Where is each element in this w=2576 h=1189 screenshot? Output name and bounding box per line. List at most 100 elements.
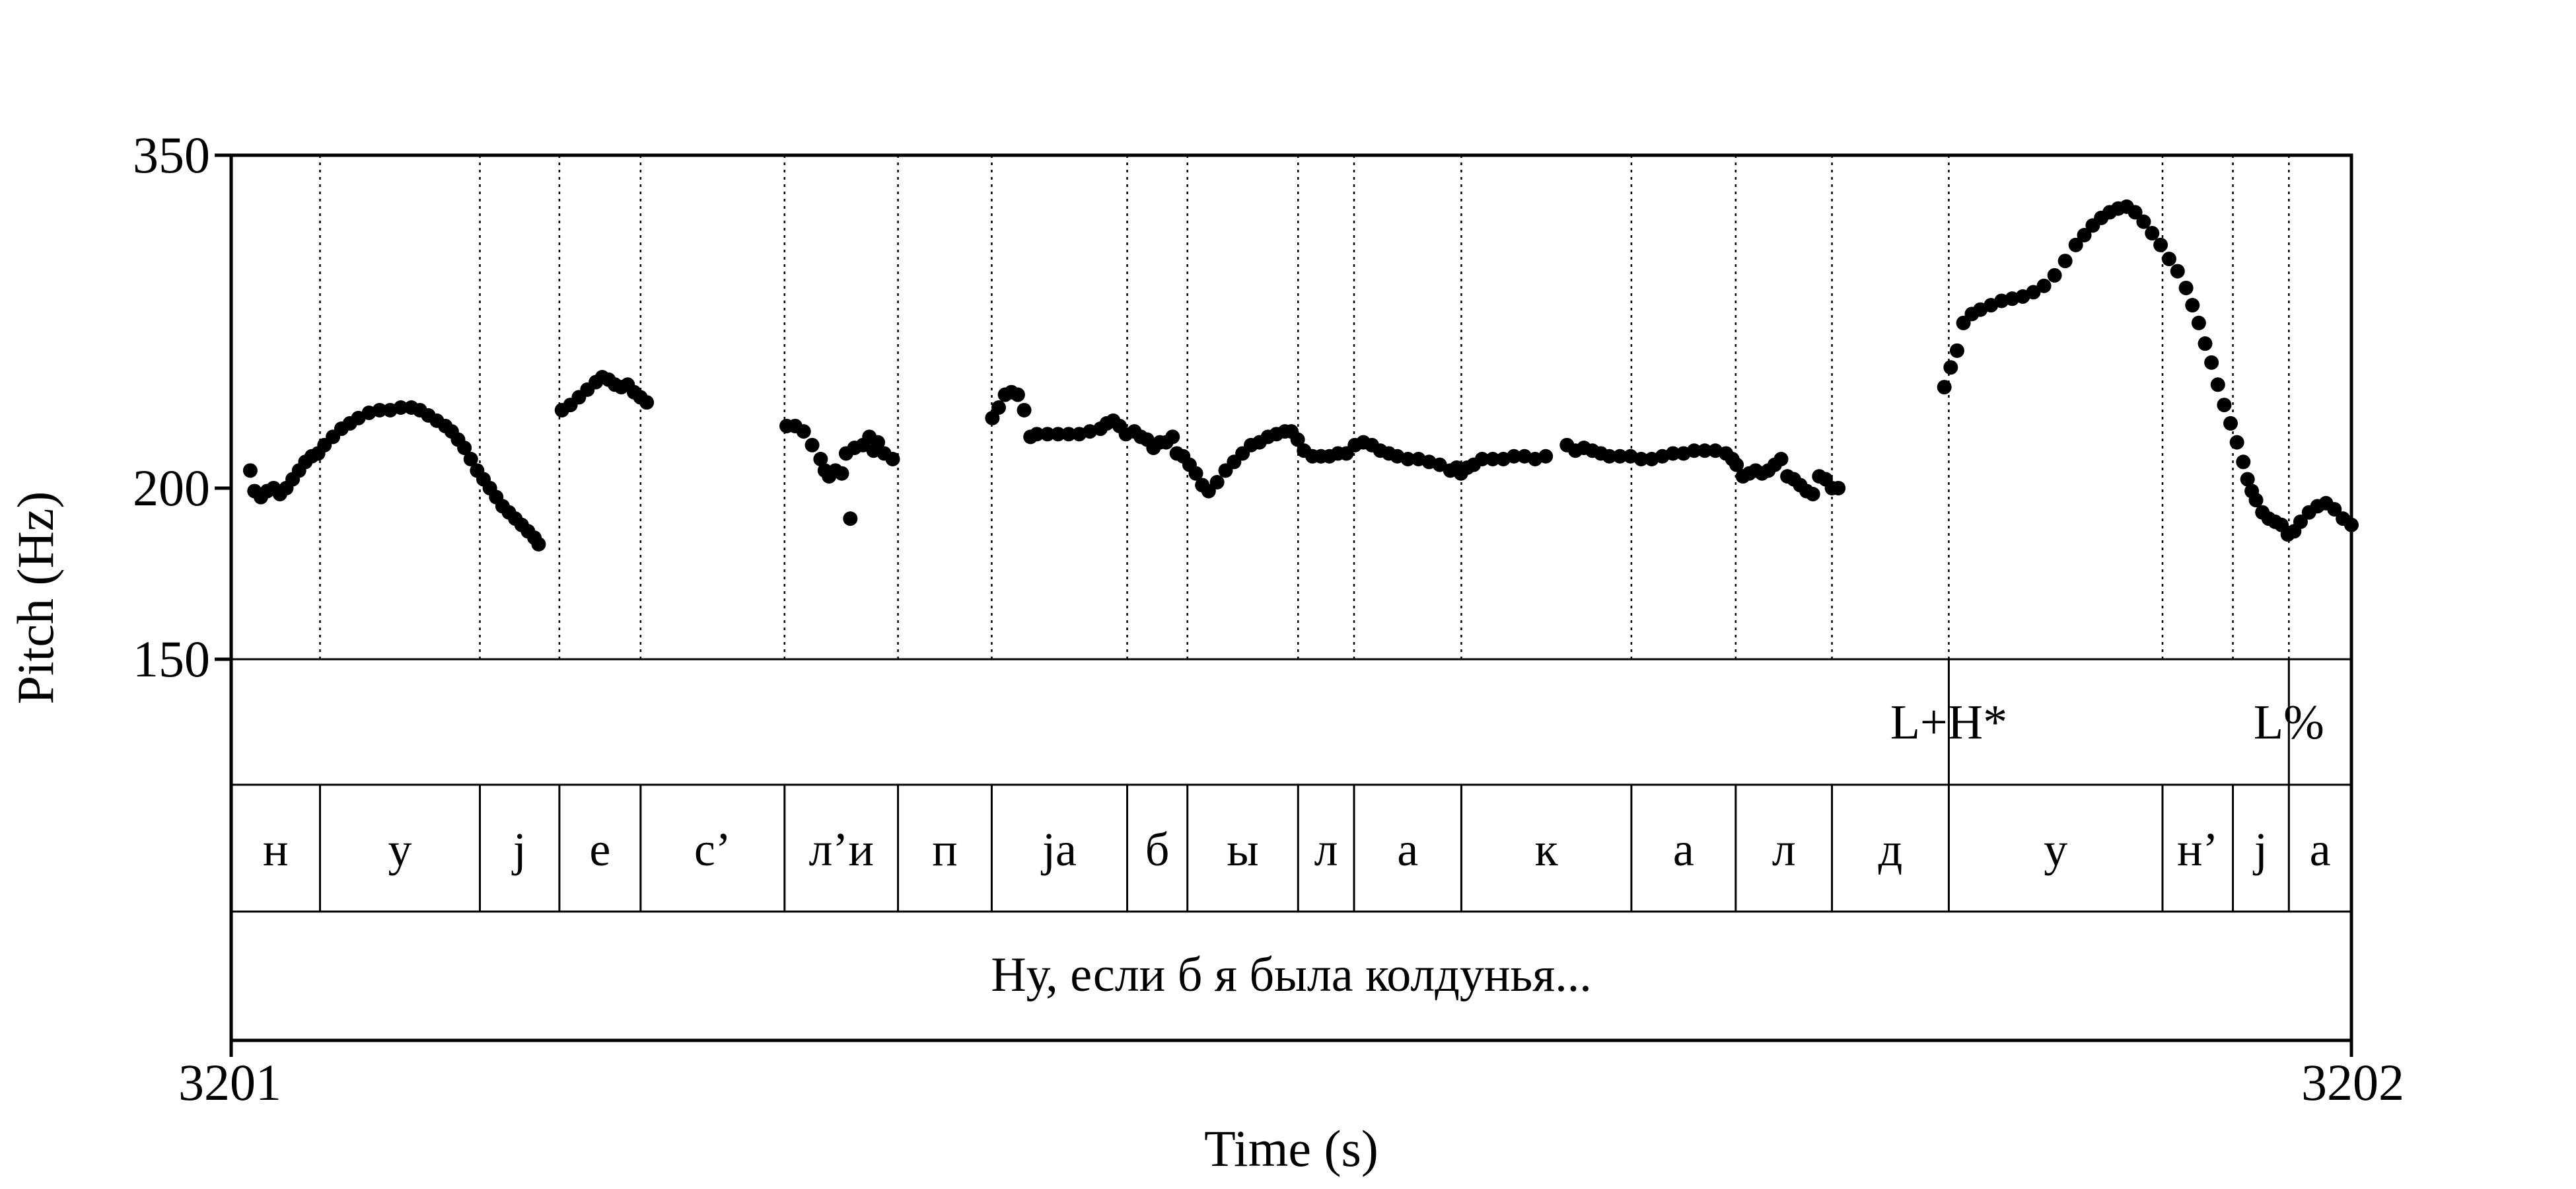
segment-label: jа [1040,823,1077,876]
segment-label: у [2044,823,2067,876]
pitch-point [1729,457,1744,472]
segment-label: н’ [2177,823,2219,876]
segment-label: у [388,823,412,876]
pitch-point [1474,452,1489,467]
pitch-point [1633,452,1649,467]
pitch-point [1017,402,1032,417]
pitch-point [1805,486,1820,501]
pitch-point [1010,387,1025,402]
pitch-point [2223,415,2238,431]
pitch-point [885,452,900,467]
segment-label: л [1772,823,1796,876]
pitch-point [2026,285,2041,300]
tier-boundary-lines [318,785,2290,912]
pitch-point [805,437,820,452]
pitch-point [991,400,1007,415]
pitch-point [242,463,258,478]
segment-label: е [589,823,610,876]
sentence-tier-text: Ну, если б я была колдунья... [991,948,1592,1002]
pitch-point [1290,432,1305,447]
pitch-point [1937,380,1952,395]
pitch-point [2210,377,2225,392]
pitch-point [2217,398,2232,413]
pitch-point [2191,315,2206,330]
pitch-point [2229,435,2244,450]
pitch-point [796,424,811,439]
pitch-point [1949,343,1964,358]
pitch-point [1485,452,1500,467]
pitch-point [1432,457,1447,472]
y-tick-label: 150 [133,630,210,688]
pitch-point [2185,298,2200,313]
pitch-point [1943,360,1958,375]
pitch-point [2204,355,2219,370]
segment-label: j [511,823,526,876]
pitch-point [1686,443,1701,458]
pitch-point [2068,237,2083,252]
pitch-point [2077,227,2092,242]
tone-label: L+H* [1890,696,2007,750]
pitch-point [2036,278,2052,293]
pitch-point [2047,268,2062,283]
pitch-point [1831,480,1846,495]
pitch-point [2178,280,2194,295]
pitch-point [1697,443,1712,458]
y-tick-label: 200 [133,459,210,517]
pitch-point [834,466,849,481]
segment-label: j [2252,823,2268,876]
pitch-point [1773,452,1789,467]
pitch-point [843,511,858,526]
pitch-point [1050,427,1065,442]
x-tick-label-start: 3201 [178,1054,281,1111]
segment-label: а [1397,823,1418,876]
x-tick-label-end: 3202 [2301,1054,2404,1111]
segment-label: б [1145,823,1170,876]
pitch-point [1188,466,1203,481]
segment-label: с’ [694,823,731,876]
pitch-point [1602,449,1617,464]
segment-tier: н у j е с’ л’и п jа б ы л а к а л д у н’ j а [263,823,2331,876]
pitch-point [1209,474,1225,489]
pitch-boundary-lines [319,155,2290,659]
pitch-point [1400,452,1415,467]
pitch-points [242,199,2359,552]
pitch-point [2170,264,2185,279]
pitch-point [1538,449,1554,464]
pitch-point [1061,427,1076,442]
segment-label: п [932,823,958,876]
segment-label: д [1878,823,1903,876]
pitch-point [1612,449,1628,464]
tone-label: L% [2254,696,2324,750]
pitch-point [2153,237,2168,252]
pitch-point [985,410,1000,425]
pitch-point [457,441,472,456]
pitch-point [393,400,408,415]
pitch-point [2198,336,2213,351]
tone-tier: L+H* L% [1890,659,2324,785]
y-tick-label: 350 [133,126,210,184]
pitch-point [2161,252,2176,267]
segment-label: а [2310,823,2331,876]
pitch-point [1040,427,1055,442]
segment-label: к [1535,823,1559,876]
pitch-point [1165,429,1180,445]
y-axis-label: Pitch (Hz) [7,491,64,705]
pitch-point [1507,449,1522,464]
pitch-point [2236,454,2251,470]
pitch-point [2128,205,2143,220]
segment-label: н [263,823,289,876]
pitch-point [2293,514,2308,529]
pitch-point [639,395,655,410]
pitch-point [2057,254,2073,269]
pitch-point [1029,427,1044,442]
segment-label: л [1314,823,1338,876]
y-axis-ticks: 350 200 150 [133,126,231,688]
pitch-point [2136,214,2151,229]
x-axis-label: Time (s) [1204,1120,1378,1177]
pitch-point [871,435,886,450]
pitch-point [2240,472,2255,487]
segment-label: ы [1227,823,1258,876]
pitch-point [813,452,828,467]
pitch-point [2145,226,2160,241]
pitch-point [463,452,478,467]
